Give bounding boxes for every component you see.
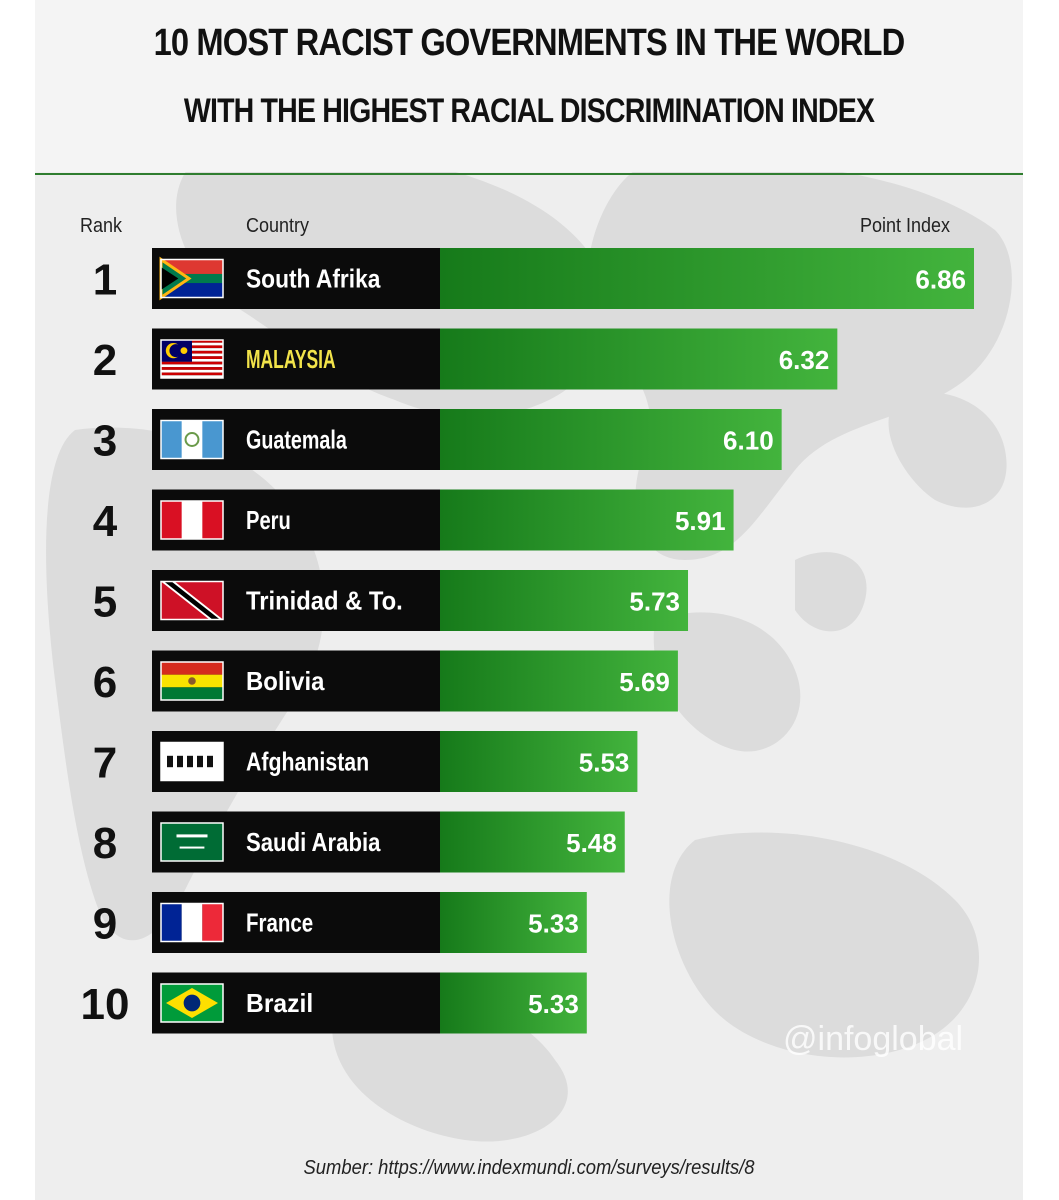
- rank-label: 4: [93, 497, 118, 546]
- chart-subtitle: WITH THE HIGHEST RACIAL DISCRIMINATION I…: [183, 92, 875, 130]
- value-label: 5.73: [629, 587, 680, 617]
- right-margin: [1023, 0, 1059, 1200]
- value-label: 6.32: [779, 345, 830, 375]
- table-row: 2 MALAYSIA 6.32: [93, 328, 838, 390]
- table-row: 3 Guatemala 6.10: [93, 409, 782, 470]
- value-label: 5.91: [675, 506, 726, 536]
- value-label: 5.33: [528, 989, 579, 1019]
- left-margin: [0, 0, 35, 1200]
- country-label: Peru: [246, 505, 291, 535]
- table-row: 9 France 5.33: [93, 892, 587, 953]
- rank-label: 3: [93, 417, 117, 466]
- country-label: Trinidad & To.: [246, 586, 403, 616]
- country-label: South Afrika: [246, 264, 381, 294]
- table-row: 4 Peru 5.91: [93, 489, 734, 551]
- table-row: 7 Afghanistan 5.53: [93, 731, 638, 792]
- bar-chart: 1 South Afrika 6.86 2 MALAYSIA 6.32 3 Guatemala…: [81, 248, 974, 1034]
- trinidad-tobago-flag-icon: [160, 580, 224, 621]
- malaysia-flag-icon: [160, 339, 224, 379]
- country-label: Guatemala: [246, 425, 347, 455]
- rank-label: 7: [93, 739, 117, 788]
- value-bar: [440, 650, 678, 712]
- country-label: Saudi Arabia: [246, 827, 381, 857]
- value-label: 5.48: [566, 828, 617, 858]
- source-note: Sumber: https://www.indexmundi.com/surve…: [303, 1157, 755, 1179]
- south-africa-flag-icon: [159, 256, 224, 301]
- table-row: 6 Bolivia 5.69: [93, 650, 678, 712]
- rank-label: 10: [81, 980, 130, 1029]
- value-label: 6.86: [915, 265, 966, 295]
- country-column-header: Country: [246, 215, 310, 237]
- value-label: 5.53: [579, 748, 630, 778]
- country-label: MALAYSIA: [246, 344, 336, 374]
- guatemala-flag-icon: [160, 419, 224, 460]
- infographic-canvas: 10 MOST RACIST GOVERNMENTS IN THE WORLD …: [35, 0, 1023, 1200]
- header-divider: [35, 173, 1023, 175]
- rank-label: 6: [93, 658, 117, 707]
- value-label: 5.33: [528, 909, 579, 939]
- watermark-text: @infoglobal: [783, 1020, 964, 1058]
- value-bar: [440, 731, 638, 792]
- value-bar: [440, 328, 838, 390]
- france-flag-icon: [160, 902, 224, 943]
- value-bar: [440, 409, 782, 470]
- table-row: 1 South Afrika 6.86: [93, 248, 974, 309]
- value-bar: [440, 972, 587, 1034]
- afghanistan-flag-icon: [160, 741, 224, 782]
- value-label: 6.10: [723, 426, 774, 456]
- bolivia-flag-icon: [160, 661, 224, 701]
- table-row: 10 Brazil 5.33: [81, 972, 587, 1034]
- rank-label: 9: [93, 900, 117, 949]
- rank-label: 2: [93, 336, 117, 385]
- country-label: Brazil: [246, 988, 313, 1018]
- rank-label: 1: [93, 256, 117, 305]
- value-bar: [440, 489, 734, 551]
- rank-label: 8: [93, 819, 117, 868]
- country-label: France: [246, 908, 313, 938]
- table-row: 5 Trinidad & To. 5.73: [93, 570, 689, 631]
- peru-flag-icon: [160, 500, 224, 540]
- country-label: Afghanistan: [246, 747, 369, 777]
- brazil-flag-icon: [160, 983, 224, 1023]
- value-bar: [440, 811, 625, 873]
- value-bar: [440, 248, 974, 309]
- table-row: 8 Saudi Arabia 5.48: [93, 811, 625, 873]
- header-band: [35, 0, 1023, 172]
- value-bar: [440, 892, 587, 953]
- rank-label: 5: [93, 578, 117, 627]
- chart-title: 10 MOST RACIST GOVERNMENTS IN THE WORLD: [153, 22, 906, 64]
- value-bar: [440, 570, 689, 631]
- value-label: 5.69: [619, 667, 670, 697]
- point-index-column-header: Point Index: [860, 215, 951, 237]
- country-label: Bolivia: [246, 666, 325, 696]
- saudi-arabia-flag-icon: [160, 822, 224, 862]
- rank-column-header: Rank: [80, 215, 123, 237]
